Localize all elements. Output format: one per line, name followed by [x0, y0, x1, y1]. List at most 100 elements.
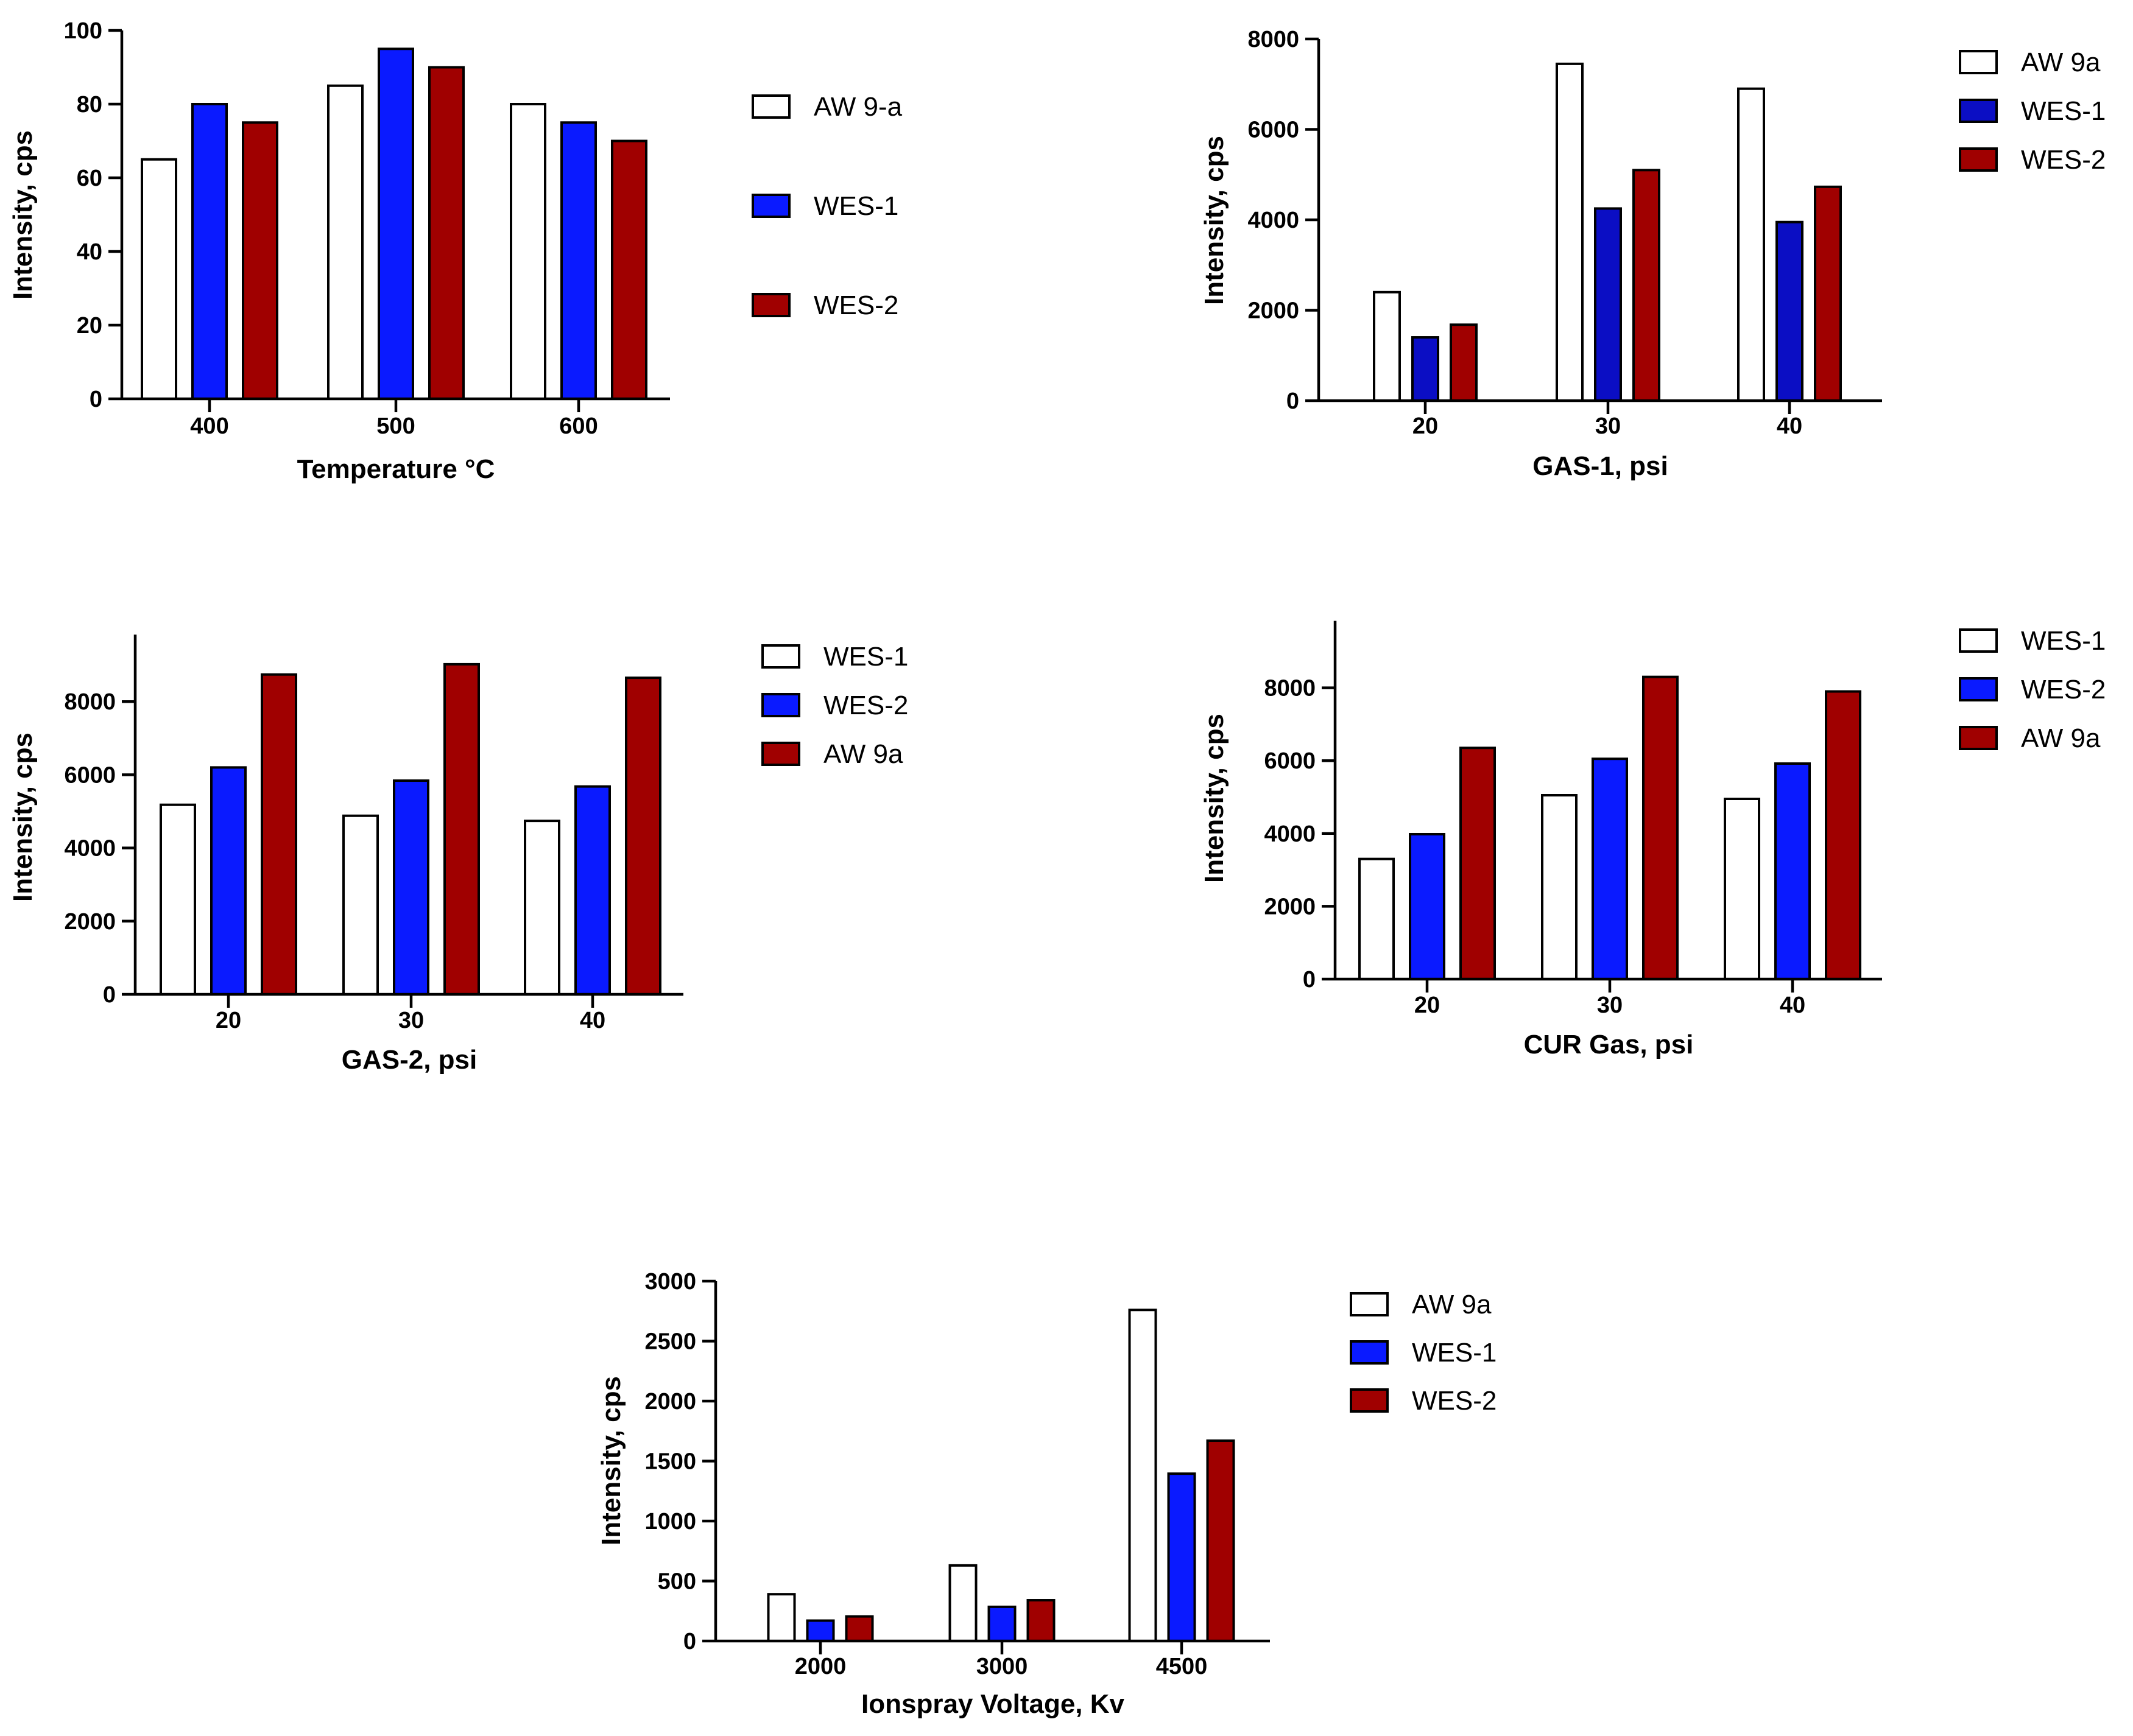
- legend-swatch-ionspray-1: [1350, 1340, 1389, 1365]
- bar-curgas-aw-9a-40: [1825, 690, 1861, 980]
- y-tick-label-gas1-4000: 4000: [1247, 208, 1299, 233]
- bar-ionspray-wes-2-4500: [1206, 1439, 1235, 1642]
- y-tick-label-gas1-0: 0: [1286, 388, 1299, 414]
- x-axis-title-curgas: CUR Gas, psi: [1524, 1030, 1694, 1060]
- bar-temperature-wes-2-500: [428, 66, 465, 400]
- chart-temperature: 0 20 40 60 80 100 400 500 600 Temperature °C Inten…: [8, 18, 903, 484]
- legend-label-curgas-0: WES-1: [2021, 626, 2106, 656]
- bar-temperature-wes-1-600: [560, 121, 597, 400]
- legend-label-curgas-2: AW 9a: [2021, 723, 2101, 753]
- y-tick-label-temperature-80: 80: [77, 92, 102, 118]
- y-tick-label-curgas-0: 0: [1303, 967, 1316, 993]
- legend-label-curgas-1: WES-2: [2021, 675, 2106, 705]
- y-tick-label-gas2-2000: 2000: [64, 909, 116, 935]
- legend-label-gas2-1: WES-2: [823, 691, 908, 720]
- x-tick-label-ionspray-2000: 2000: [795, 1654, 847, 1679]
- bar-gas1-aw-9a-30: [1556, 62, 1584, 402]
- chart-gas1: 0 2000 4000 6000 8000 20 30 40 GAS-1, psi Intensi…: [1199, 27, 2106, 481]
- bar-ionspray-aw-9a-4500: [1128, 1309, 1157, 1642]
- bar-curgas-aw-9a-20: [1459, 747, 1496, 981]
- y-tick-label-temperature-60: 60: [77, 166, 102, 191]
- y-axis-title-gas1: Intensity, cps: [1199, 136, 1229, 305]
- bar-ionspray-wes-1-4500: [1167, 1472, 1196, 1643]
- legend-swatch-curgas-2: [1959, 726, 1998, 750]
- x-tick-label-gas1-40: 40: [1777, 413, 1802, 439]
- bar-gas1-wes-2-20: [1450, 323, 1478, 402]
- y-tick-label-gas2-6000: 6000: [64, 762, 116, 788]
- bar-ionspray-wes-2-2000: [845, 1615, 874, 1642]
- bar-curgas-wes-1-20: [1358, 857, 1395, 981]
- x-axis-title-temperature: Temperature °C: [297, 454, 495, 484]
- y-tick-label-ionspray-2000: 2000: [644, 1389, 696, 1414]
- bar-temperature-wes-2-600: [611, 139, 647, 400]
- x-tick-label-gas1-30: 30: [1595, 413, 1621, 439]
- x-tick-label-curgas-40: 40: [1780, 993, 1805, 1018]
- bar-gas2-aw-9a-20: [261, 673, 297, 996]
- bar-temperature-aw-9-a-500: [327, 84, 364, 400]
- legend-label-ionspray-0: AW 9a: [1412, 1290, 1492, 1320]
- legend-label-temperature-0: AW 9-a: [814, 92, 903, 122]
- bar-gas2-aw-9a-30: [443, 662, 480, 996]
- bar-ionspray-aw-9a-3000: [948, 1564, 978, 1642]
- bar-curgas-aw-9a-30: [1642, 675, 1679, 981]
- bar-gas2-aw-9a-40: [625, 676, 661, 996]
- y-tick-label-ionspray-1000: 1000: [644, 1509, 696, 1534]
- legend-swatch-curgas-0: [1959, 628, 1998, 653]
- bar-gas2-wes-2-40: [574, 785, 611, 996]
- y-tick-label-ionspray-0: 0: [683, 1629, 696, 1654]
- bar-temperature-aw-9-a-600: [510, 103, 546, 400]
- y-axis-title-gas2: Intensity, cps: [8, 733, 38, 902]
- y-tick-label-curgas-6000: 6000: [1264, 748, 1316, 774]
- y-tick-label-temperature-40: 40: [77, 239, 102, 265]
- bar-gas1-aw-9a-40: [1737, 87, 1765, 402]
- bar-gas1-aw-9a-20: [1373, 290, 1401, 402]
- bar-temperature-aw-9-a-400: [141, 158, 177, 400]
- bar-gas1-wes-1-20: [1411, 336, 1439, 402]
- x-axis-title-gas1: GAS-1, psi: [1532, 451, 1668, 481]
- bar-ionspray-aw-9a-2000: [767, 1593, 796, 1642]
- legend-swatch-curgas-1: [1959, 677, 1998, 701]
- y-tick-label-temperature-100: 100: [64, 18, 102, 44]
- x-tick-label-temperature-600: 600: [559, 413, 598, 439]
- bar-gas1-wes-2-40: [1814, 185, 1842, 402]
- bar-ionspray-wes-1-2000: [806, 1619, 835, 1643]
- bar-curgas-wes-2-40: [1774, 762, 1811, 980]
- legend-swatch-gas2-2: [761, 742, 800, 766]
- y-tick-label-ionspray-3000: 3000: [644, 1269, 696, 1295]
- bar-gas1-wes-1-40: [1775, 220, 1803, 402]
- y-tick-label-curgas-8000: 8000: [1264, 676, 1316, 701]
- legend-label-gas2-2: AW 9a: [823, 739, 903, 769]
- bar-gas2-wes-2-30: [393, 779, 429, 996]
- legend-label-ionspray-1: WES-1: [1412, 1338, 1497, 1368]
- legend-swatch-temperature-1: [752, 194, 791, 218]
- x-axis-title-ionspray: Ionspray Voltage, Kv: [861, 1689, 1124, 1719]
- x-tick-label-gas2-30: 30: [398, 1008, 424, 1033]
- chart-ionspray: 0 500 1000 1500 2000 2500 3000 2000 3000 4500 Ions…: [596, 1269, 1497, 1719]
- chart-curgas: 0 2000 4000 6000 8000 20 30 40 CUR Gas, psi Inten…: [1199, 620, 2106, 1060]
- legend-label-gas1-0: AW 9a: [2021, 47, 2101, 77]
- x-tick-label-ionspray-4500: 4500: [1156, 1654, 1208, 1679]
- y-tick-label-temperature-0: 0: [90, 387, 102, 412]
- x-axis-title-gas2: GAS-2, psi: [342, 1045, 478, 1075]
- legend-swatch-gas2-1: [761, 693, 800, 717]
- y-tick-label-gas1-8000: 8000: [1247, 27, 1299, 52]
- y-tick-label-gas2-4000: 4000: [64, 836, 116, 862]
- y-tick-label-ionspray-500: 500: [658, 1569, 696, 1595]
- legend-swatch-gas1-1: [1959, 99, 1998, 123]
- bar-temperature-wes-2-400: [242, 121, 278, 400]
- x-tick-label-ionspray-3000: 3000: [976, 1654, 1028, 1679]
- bar-ionspray-wes-1-3000: [987, 1605, 1017, 1642]
- y-axis-title-temperature: Intensity, cps: [8, 130, 38, 300]
- bar-gas2-wes-2-20: [210, 766, 247, 996]
- legend-label-temperature-2: WES-2: [814, 290, 898, 320]
- y-tick-label-gas2-0: 0: [103, 982, 116, 1008]
- y-axis-title-curgas: Intensity, cps: [1199, 714, 1229, 883]
- y-tick-label-gas1-2000: 2000: [1247, 298, 1299, 324]
- legend-swatch-temperature-0: [752, 94, 791, 119]
- bar-curgas-wes-1-30: [1541, 794, 1578, 980]
- bar-curgas-wes-2-20: [1409, 832, 1445, 980]
- y-tick-label-gas2-8000: 8000: [64, 689, 116, 715]
- y-tick-label-ionspray-1500: 1500: [644, 1449, 696, 1475]
- bar-gas2-wes-1-20: [160, 803, 196, 996]
